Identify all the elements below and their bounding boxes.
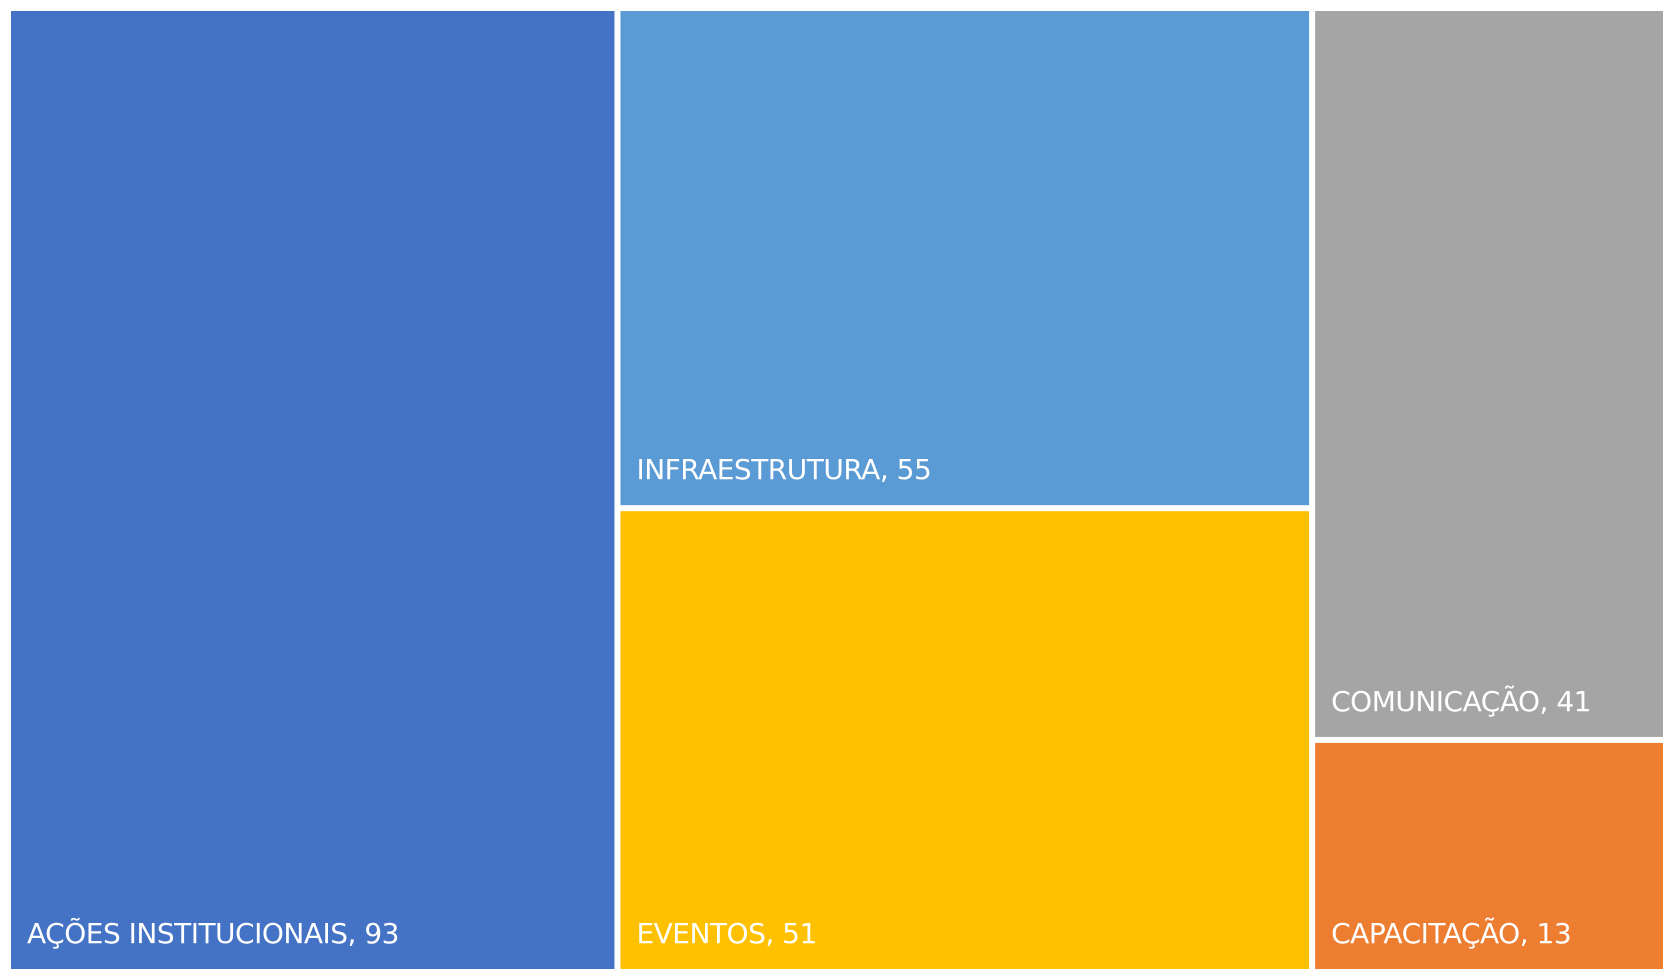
tile xyxy=(1315,11,1663,737)
tile-label: INFRAESTRUTURA, 55 xyxy=(636,453,931,486)
tile xyxy=(620,511,1310,969)
tile xyxy=(11,11,615,969)
tile-label: COMUNICAÇÃO, 41 xyxy=(1331,685,1591,718)
tile-value: 93 xyxy=(364,917,399,950)
tile-value: 51 xyxy=(782,917,817,950)
tile-value: 41 xyxy=(1556,685,1591,718)
tile-value: 55 xyxy=(897,453,932,486)
tile xyxy=(1315,742,1663,969)
tile-category: CAPACITAÇÃO xyxy=(1331,917,1520,950)
tile-label: AÇÕES INSTITUCIONAIS, 93 xyxy=(27,916,399,950)
tile-category: EVENTOS xyxy=(636,917,765,950)
tile-category: INFRAESTRUTURA xyxy=(636,453,880,486)
tile-label: CAPACITAÇÃO, 13 xyxy=(1331,917,1571,950)
tile-value: 13 xyxy=(1537,917,1572,950)
tile-label: EVENTOS, 51 xyxy=(636,917,816,950)
tile-category: AÇÕES INSTITUCIONAIS xyxy=(27,916,348,950)
tile xyxy=(620,11,1310,506)
tile-category: COMUNICAÇÃO xyxy=(1331,685,1539,718)
